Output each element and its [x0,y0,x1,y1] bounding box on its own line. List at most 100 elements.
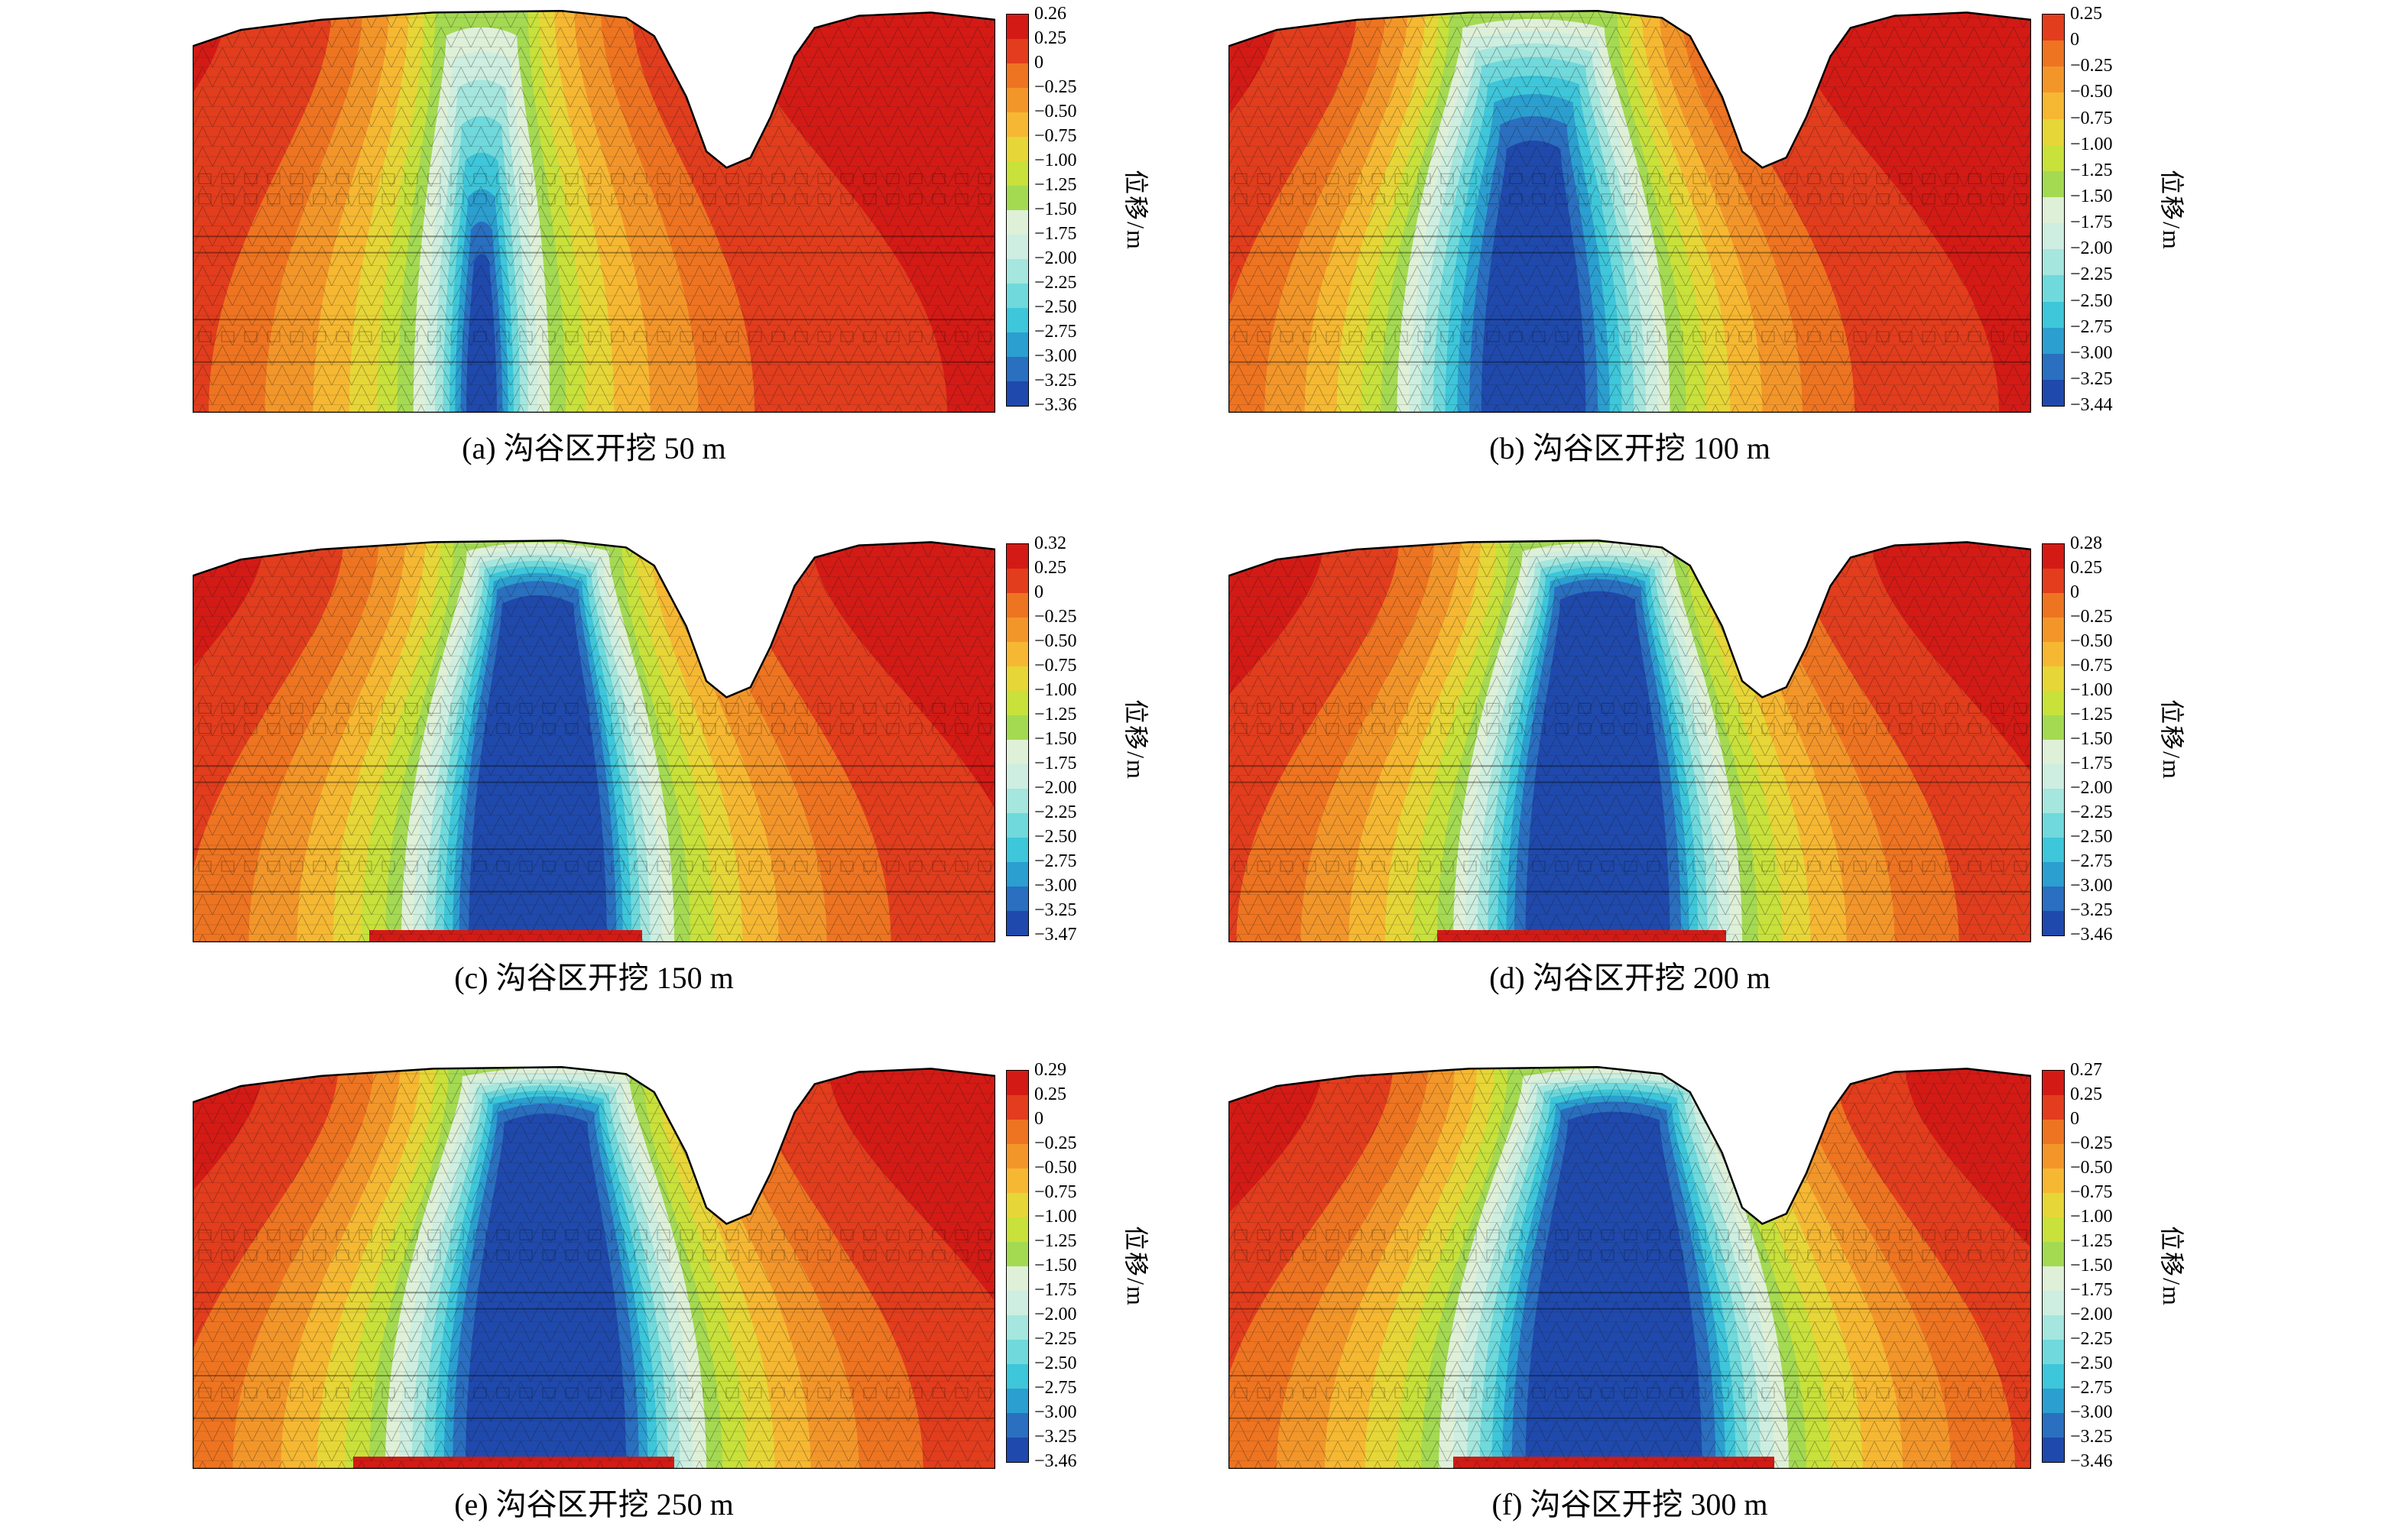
colorbar-tick-label: −2.75 [1034,851,1077,871]
colorbar-tick-label: 0.25 [2070,558,2102,578]
colorbar [1006,1070,1029,1463]
colorbar-tick-label: 0 [1034,582,1043,602]
colorbar-legend: 0.25 0 −0.25 −0.50 −0.75 −1.00 −1.25 −1.50 −1.75… [2042,4,2191,414]
colorbar-tick-label: −2.25 [1034,802,1077,822]
mesh-overlay [1228,11,2031,413]
colorbar-tick-label: 0.25 [2070,4,2102,24]
displacement-contour-svg [193,539,995,942]
colorbar-cell [2043,1438,2064,1462]
terrain-outline [193,9,995,413]
colorbar-cell [2043,275,2064,302]
colorbar-cell [1007,1291,1028,1315]
colorbar-tick-label: 0.25 [2070,1084,2102,1104]
colorbar-tick-label: −1.50 [2070,1256,2113,1276]
colorbar-cell [1007,1364,1028,1389]
colorbar-tick-label: −1.75 [2070,1280,2113,1300]
colorbar-cell [2043,544,2064,569]
colorbar-cell [2043,813,2064,838]
colorbar-tick-label: −1.00 [2070,680,2113,700]
colorbar-cell [1007,63,1028,88]
colorbar-axis-title: 位移/m [2158,699,2186,780]
colorbar-cell [1007,210,1028,235]
colorbar-tick-label: −1.00 [1034,680,1077,700]
colorbar-tick-label: −1.50 [2070,186,2113,206]
colorbar-tick-label: −3.25 [2070,1427,2113,1447]
contour-field [193,11,995,413]
colorbar-tick-label: −3.00 [1034,1402,1077,1422]
colorbar-cell [1007,1217,1028,1242]
colorbar-cell [1007,789,1028,813]
colorbar-cell [2043,1193,2064,1217]
colorbar-tick-label: −3.25 [1034,371,1077,391]
colorbar-tick-label: −3.00 [1034,876,1077,896]
colorbar-cell [1007,838,1028,862]
colorbar-cell [1007,1144,1028,1169]
colorbar-tick-label: 0.25 [1034,1084,1066,1104]
colorbar-tick-label: −0.50 [1034,631,1077,651]
colorbar-cell [1007,1242,1028,1266]
colorbar-cell [2043,1413,2064,1438]
panel-caption: (e) 沟谷区开挖 250 m [454,1487,734,1522]
colorbar-tick-label: 0.25 [1034,28,1066,48]
colorbar-cell [2043,223,2064,250]
colorbar-tick-label: −3.00 [2070,876,2113,896]
colorbar-tick-label: −1.25 [2070,1231,2113,1251]
colorbar-cell [1007,1340,1028,1364]
colorbar-cell [1007,186,1028,210]
colorbar-tick-label: −0.25 [2070,1133,2113,1153]
colorbar-tick-label: −2.00 [1034,1305,1077,1324]
colorbar-cell [1007,1120,1028,1144]
contour-plot-area [193,8,995,413]
colorbar-tick-label: −3.25 [1034,900,1077,920]
colorbar-tick-label: −2.50 [2070,290,2113,311]
colorbar-tick-label: −1.00 [1034,151,1077,170]
colorbar-legend: 0.26 0.25 0 −0.25 −0.50 −0.75 −1.00 −1.25 −1.50 −… [1006,5,1155,414]
colorbar-cell [2043,170,2064,197]
colorbar-tick-label: −0.50 [1034,102,1077,122]
figure-cell: 0.29 0.25 0 −0.25 −0.50 −0.75 −1.00 −1.25 −1.50 −… [0,1019,1204,1529]
colorbar-tick-label: 0.28 [2070,533,2102,553]
colorbar-cell [2043,911,2064,935]
colorbar-cell [1007,666,1028,691]
colorbar-ticks: 0.26 0.25 0 −0.25 −0.50 −0.75 −1.00 −1.25 −1.50 −… [1034,5,1120,414]
mesh-overlay [1228,540,2031,942]
mesh-overlay [193,11,995,413]
colorbar-tick-label: −0.75 [2070,108,2113,128]
colorbar-cell [2043,1389,2064,1413]
colorbar-cell [1007,112,1028,137]
colorbar [2042,1070,2065,1463]
colorbar-tick-label: −1.25 [2070,160,2113,180]
colorbar-cell [2043,838,2064,862]
colorbar-tick-label: −2.00 [2070,1305,2113,1324]
colorbar-cell [2043,379,2064,407]
colorbar-cell [1007,1389,1028,1413]
colorbar-cell [2043,593,2064,618]
colorbar [2042,14,2065,407]
colorbar-cell [2043,862,2064,887]
colorbar-tick-label: −3.46 [2070,1451,2113,1471]
colorbar-tick-label: −1.75 [2070,754,2113,773]
colorbar-cell [2043,1364,2064,1389]
colorbar-cell [2043,327,2064,354]
colorbar-cell [2043,15,2064,41]
colorbar-cell [1007,911,1028,935]
colorbar-tick-label: −1.00 [2070,1207,2113,1227]
colorbar-cell [1007,691,1028,715]
colorbar-cell [1007,544,1028,569]
colorbar-tick-label: −2.75 [2070,1378,2113,1398]
colorbar-cell [1007,235,1028,259]
contour-plot-area [193,1064,995,1469]
colorbar-cell [2043,715,2064,740]
colorbar-legend: 0.27 0.25 0 −0.25 −0.50 −0.75 −1.00 −1.25 −1.50 −… [2042,1061,2191,1471]
contour-plot-area [1228,8,2031,413]
colorbar-tick-label: 0.26 [1034,4,1066,24]
colorbar-cell [2043,41,2064,67]
colorbar-cell [2043,144,2064,171]
colorbar-tick-label: −2.75 [1034,322,1077,342]
colorbar-tick-label: −1.00 [1034,1207,1077,1227]
colorbar-cell [2043,1340,2064,1364]
colorbar-legend: 0.28 0.25 0 −0.25 −0.50 −0.75 −1.00 −1.25 −1.50 −… [2042,533,2191,944]
colorbar-tick-label: −2.50 [1034,297,1077,317]
colorbar-tick-label: 0 [2070,582,2079,602]
colorbar-cell [1007,1071,1028,1095]
